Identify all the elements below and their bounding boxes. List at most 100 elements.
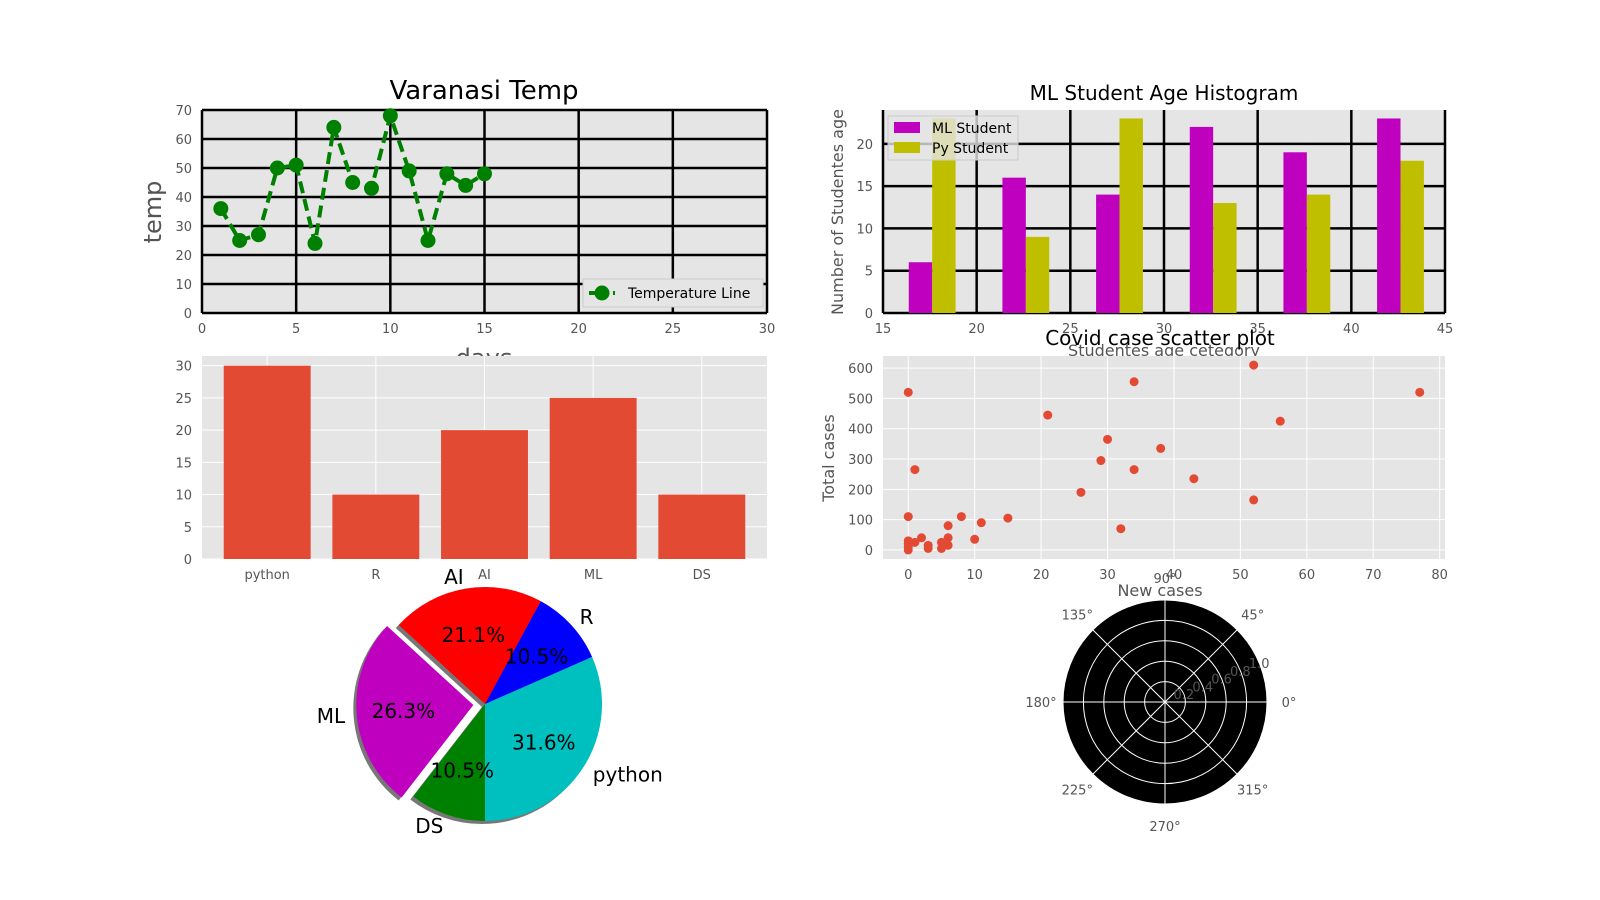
scatter-point [1415,387,1425,397]
x-tick-label: 20 [968,322,985,337]
x-tick-label: 60 [1299,568,1316,583]
course-bar-chart: python R AI ML DS 0 5 10 15 20 25 30 [175,356,767,583]
x-ticks: 15 20 25 30 35 40 45 [875,322,1454,337]
x-tick-label: 50 [1232,568,1249,583]
scatter-point [970,534,980,544]
data-point [364,180,379,196]
x-tick-label: 30 [1156,322,1173,337]
pie-label: R [580,605,594,629]
histogram-bar [1213,203,1237,313]
x-tick-label: AI [478,568,491,583]
angle-tick-label: 0° [1282,696,1297,711]
legend-label-py: Py Student [932,141,1009,157]
x-tick-label: 30 [759,322,776,337]
y-tick-label: 40 [175,191,192,206]
y-tick-label: 5 [865,265,873,280]
bar-r [332,494,420,559]
scatter-point [956,512,966,522]
polar-spoke [1092,629,1166,703]
radial-tick-label: 0.2 [1174,688,1195,703]
series [213,108,492,251]
angle-tick-label: 135° [1062,608,1093,623]
chart-title: ML Student Age Histogram [1030,81,1299,105]
polar-spoke [1092,701,1166,775]
data-point [345,175,361,190]
data-point [269,160,285,176]
x-tick-label: 20 [1033,568,1050,583]
scatter-point [1156,443,1166,453]
bar-python [223,365,311,559]
y-tick-label: 60 [175,133,192,148]
y-tick-label: 500 [848,392,873,407]
y-tick-label: 50 [175,162,192,177]
x-tick-label: 5 [292,322,300,337]
legend-label-ml: ML Student [932,121,1012,137]
age-histogram-chart: 15 20 25 30 35 40 45 0 5 10 15 20 ML Student Age H… [828,81,1453,360]
y-tick-label: 400 [848,423,873,438]
scatter-point [1003,513,1013,523]
histogram-bar [1283,152,1307,313]
data-point [213,201,229,217]
pie-percent-label: 26.3% [372,699,436,723]
pie-labels: python 31.6% R 10.5% AI 21.1% ML 26.3% DS 10.5% [317,565,663,838]
histogram-bar [932,118,956,313]
y-tick-label: 0 [184,307,192,322]
y-tick-label: 15 [856,180,873,195]
scatter-point [923,543,933,553]
y-tick-label: 0 [865,307,873,322]
scatter-point [1129,465,1139,475]
pie-wedge-ai [398,587,541,704]
x-tick-label: 40 [1343,322,1360,337]
y-tick-label: 20 [856,138,873,153]
temperature-line-chart: 0 5 10 15 20 25 30 0 10 20 30 40 50 60 70 Varanasi Te… [139,76,775,372]
x-tick-label: 0 [198,322,206,337]
polar-spoke [1164,629,1238,703]
y-axis-label: Total cases [819,414,838,503]
bar-ml [549,397,637,559]
histogram-bar [1096,194,1120,313]
x-tick-label: python [244,568,289,583]
data-point [401,163,417,179]
y-axis-label: Number of Studentes age [828,109,847,315]
data-point [288,157,304,173]
pie-label: ML [317,704,346,728]
x-tick-label: ML [584,568,603,583]
x-tick-label: 80 [1431,568,1448,583]
y-tick-label: 70 [175,104,192,119]
y-tick-label: 300 [848,453,873,468]
y-tick-label: 25 [175,392,192,407]
polar-grid [1062,599,1268,805]
scatter-point [1189,474,1199,484]
scatter-point [976,518,986,528]
data-point [420,233,436,248]
scatter-point [1129,377,1139,387]
pie-label: DS [415,814,443,838]
y-axis-label: temp [139,181,167,244]
angle-tick-label: 315° [1237,784,1268,799]
scatter-point [903,387,913,397]
data-point [382,108,398,124]
histogram-bar [1377,118,1401,313]
x-tick-label: 45 [1437,322,1454,337]
y-ticks: 0 10 20 30 40 50 60 70 [175,104,192,322]
pie-wedges [356,587,602,821]
pie-wedge-r [485,601,593,704]
legend-swatch-py [894,142,920,153]
course-pie-chart: python 31.6% R 10.5% AI 21.1% ML 26.3% DS 10.5% [317,565,663,838]
y-tick-label: 0 [184,553,192,568]
legend-label: Temperature Line [627,286,750,302]
bar-ai [441,430,528,559]
radial-tick-label: 0.8 [1230,665,1251,680]
x-axis-label: Studentes age cetegory [1068,341,1260,360]
x-tick-label: 25 [1062,322,1079,337]
pie-wedge-ds [413,704,485,821]
points [903,360,1425,555]
data-point [232,233,248,248]
scatter-point [943,521,953,531]
scatter-point [943,533,953,543]
scatter-point [1275,416,1285,426]
chart-title: Varanasi Temp [389,76,578,106]
scatter-point [903,512,913,522]
polar-labels: 0° 45° 90° 135° 180° 225° 270° 315° 0.20.40.60.8… [1025,572,1296,835]
